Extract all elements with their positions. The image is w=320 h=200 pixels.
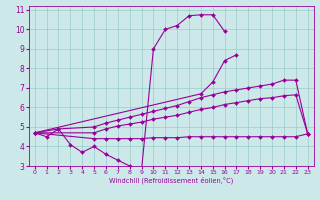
X-axis label: Windchill (Refroidissement éolien,°C): Windchill (Refroidissement éolien,°C): [109, 177, 233, 184]
